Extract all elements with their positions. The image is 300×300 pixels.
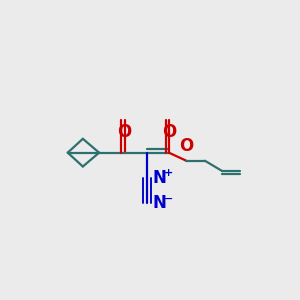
Text: O: O xyxy=(179,137,194,155)
Text: N: N xyxy=(153,169,166,187)
Text: O: O xyxy=(118,123,132,141)
Text: N: N xyxy=(153,194,166,212)
Text: O: O xyxy=(162,123,176,141)
Text: +: + xyxy=(164,168,173,178)
Text: −: − xyxy=(164,194,173,203)
